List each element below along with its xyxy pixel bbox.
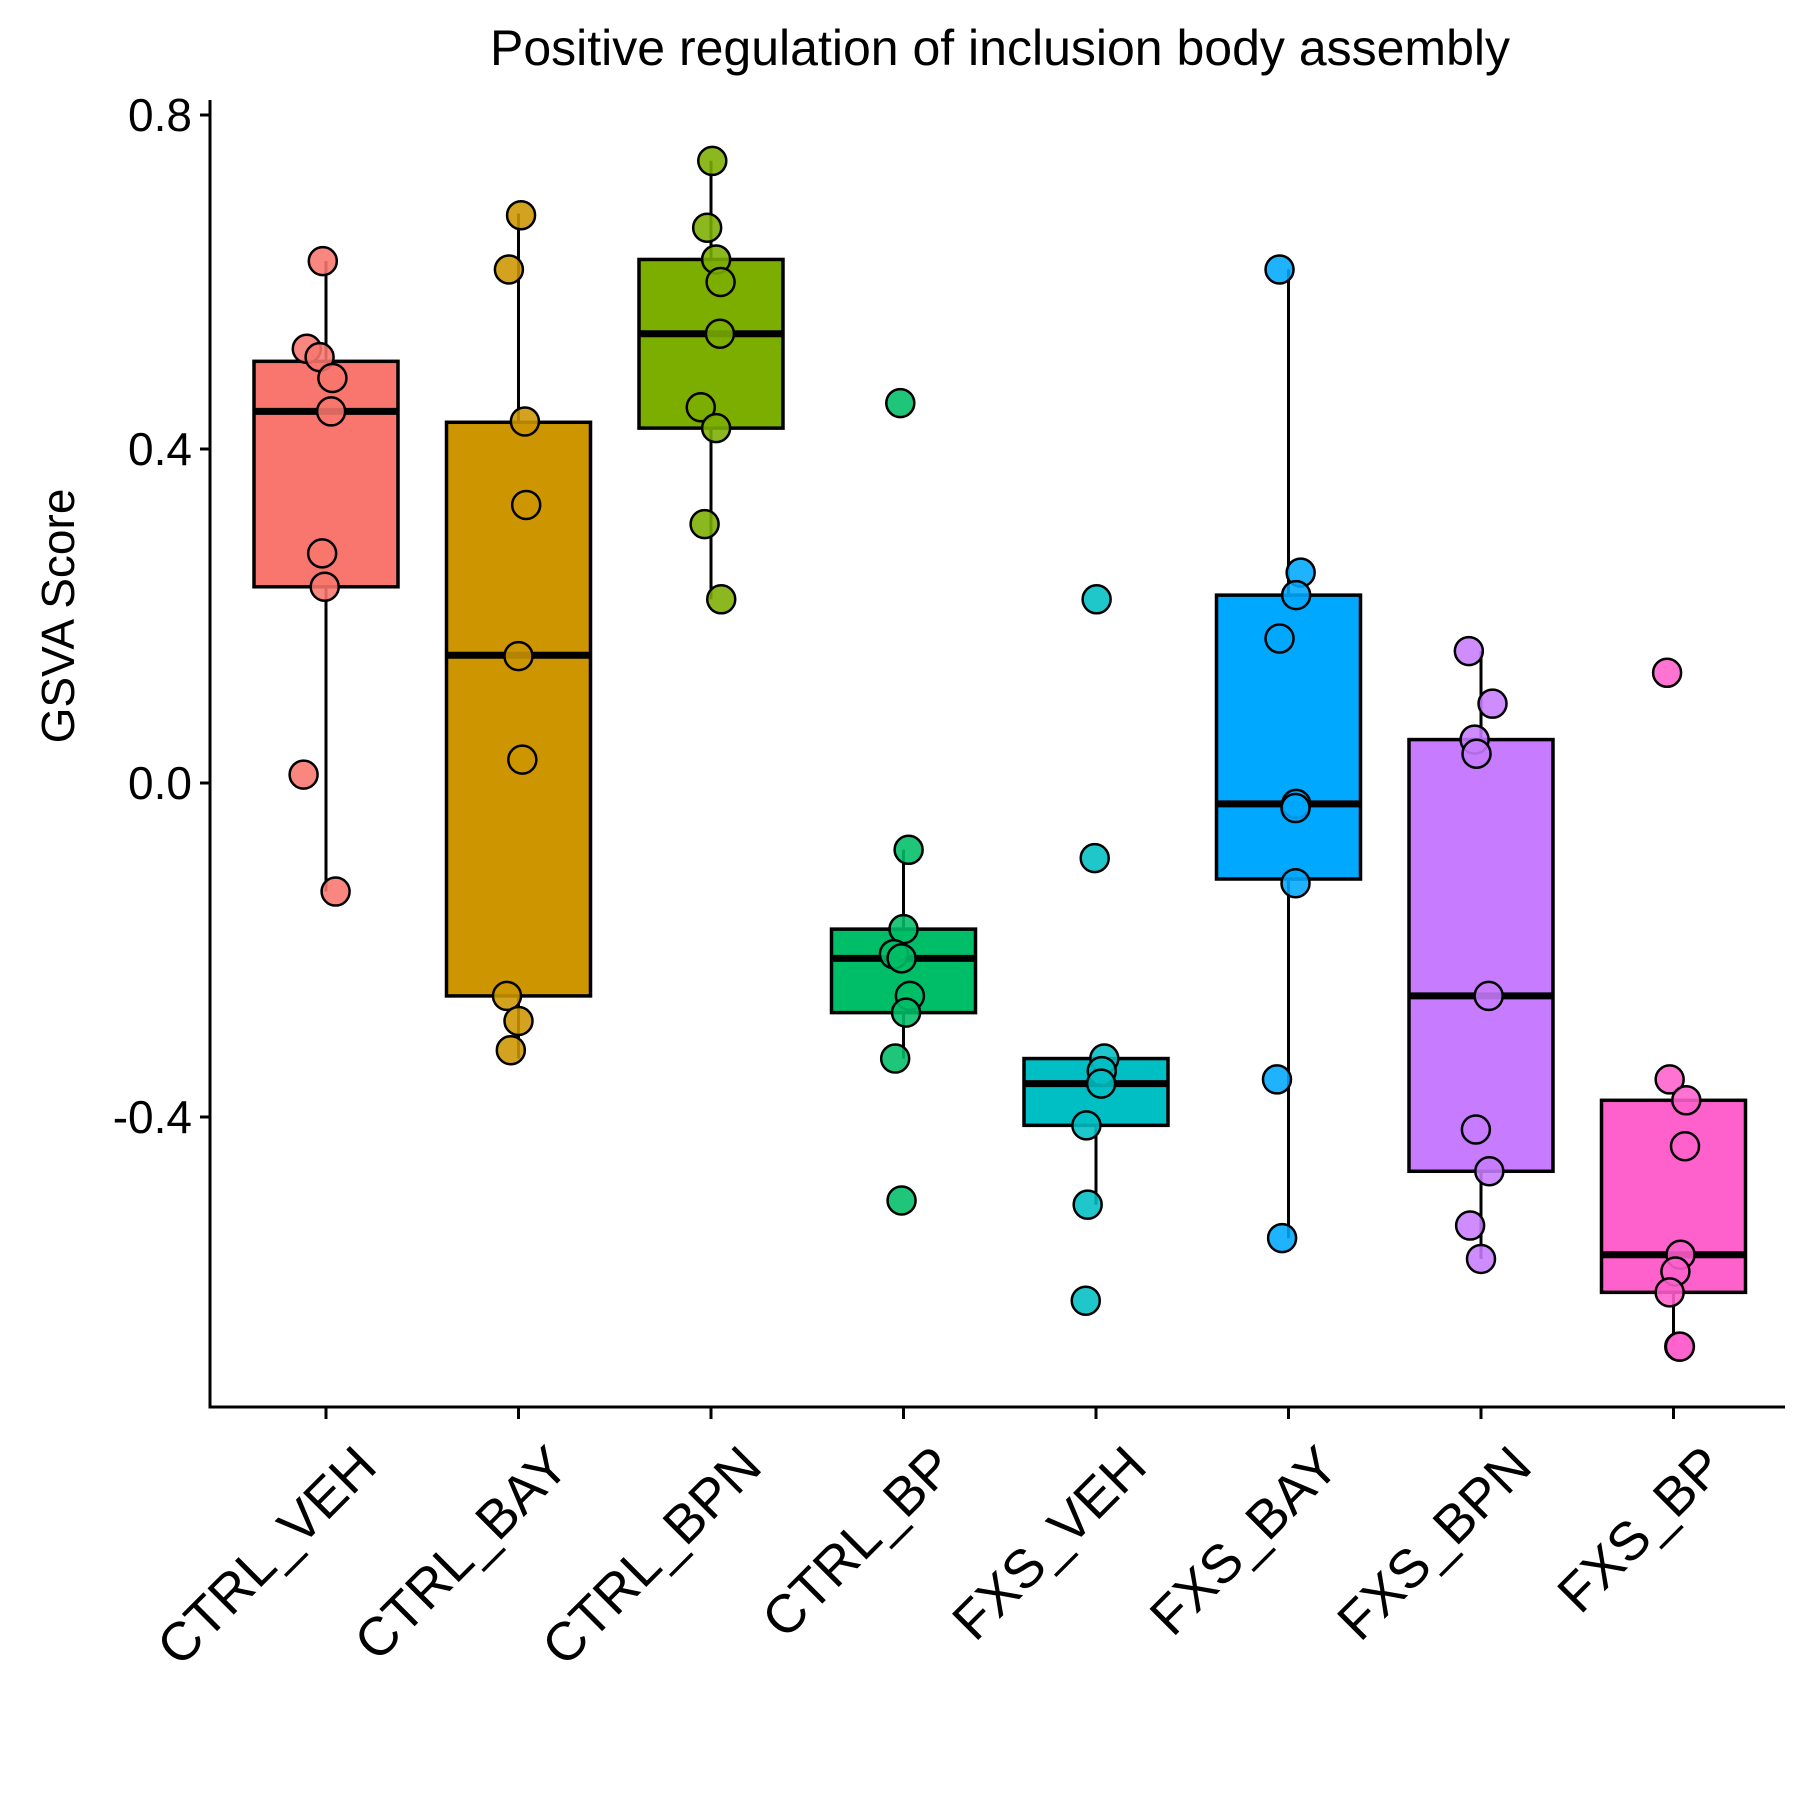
data-point: [691, 212, 723, 243]
data-point: [1465, 1243, 1497, 1275]
data-point: [491, 980, 523, 1012]
data-point: [1664, 1331, 1696, 1362]
box-ctrl-bay: [444, 213, 593, 1059]
data-point: [886, 943, 917, 974]
data-point: [704, 318, 736, 350]
y-axis-label: GSVA Score: [32, 489, 84, 744]
data-point: [697, 145, 728, 177]
data-point: [288, 759, 319, 790]
data-point: [705, 584, 737, 615]
data-point: [503, 640, 534, 672]
data-point: [315, 396, 347, 427]
chart-title: Positive regulation of inclusion body as…: [490, 20, 1510, 76]
data-point: [1266, 1222, 1298, 1254]
data-point: [317, 362, 348, 394]
data-point: [1461, 738, 1492, 770]
y-tick-label: -0.4: [113, 1091, 192, 1143]
data-point: [505, 199, 537, 231]
x-tick-label: FXS_BPN: [1326, 1435, 1542, 1651]
data-point: [1072, 1189, 1103, 1220]
data-point: [309, 571, 340, 603]
data-point: [1264, 623, 1295, 654]
data-point: [1477, 688, 1508, 719]
data-point: [1654, 1064, 1685, 1095]
data-point: [1261, 1064, 1293, 1095]
x-tick-label: FXS_BAY: [1139, 1435, 1351, 1647]
data-point: [1280, 792, 1311, 824]
y-tick-label: 0.0: [128, 757, 192, 809]
data-point: [1460, 1114, 1492, 1145]
y-tick-label: 0.4: [128, 423, 192, 475]
data-point: [685, 392, 717, 423]
data-point: [700, 412, 732, 444]
data-point: [1654, 1277, 1685, 1308]
x-tick-label: CTRL_VEH: [146, 1435, 388, 1677]
data-point: [503, 1005, 534, 1037]
data-point: [306, 538, 338, 569]
data-point: [1071, 1110, 1102, 1141]
data-point: [886, 1185, 917, 1216]
box-fxs-bay: [1214, 269, 1363, 1239]
data-point: [1081, 584, 1112, 615]
data-point: [885, 387, 916, 419]
data-point: [307, 245, 339, 277]
plot-area: 0.80.40.0-0.4CTRL_VEHCTRL_BAYCTRL_BPNCTR…: [113, 89, 1785, 1677]
data-point: [507, 744, 538, 775]
data-point: [1079, 842, 1110, 874]
data-point: [495, 1034, 527, 1066]
data-point: [320, 876, 351, 907]
data-point: [510, 489, 542, 521]
data-point: [1264, 254, 1295, 285]
data-point: [1669, 1130, 1701, 1162]
x-tick-label: CTRL_BP: [751, 1435, 965, 1649]
data-point: [1453, 635, 1485, 667]
data-point: [1671, 1085, 1702, 1116]
data-point: [1651, 657, 1683, 689]
data-point: [1473, 980, 1504, 1012]
y-tick-label: 0.8: [128, 89, 192, 141]
data-point: [879, 1043, 911, 1074]
data-point: [705, 266, 736, 298]
data-point: [893, 834, 924, 866]
data-point: [1085, 1068, 1117, 1099]
data-point: [888, 913, 919, 945]
data-point: [493, 254, 525, 285]
data-point: [890, 997, 922, 1028]
x-tick-label: FXS_BP: [1546, 1435, 1735, 1624]
data-point: [1454, 1210, 1486, 1241]
data-point: [509, 406, 541, 437]
box-fxs-bpn: [1407, 651, 1555, 1259]
data-point: [1280, 579, 1312, 611]
data-point: [689, 508, 720, 540]
data-point: [1474, 1156, 1505, 1187]
x-tick-label: FXS_VEH: [941, 1435, 1157, 1651]
box-body: [1407, 737, 1555, 1174]
data-point: [1280, 867, 1311, 899]
data-point: [1070, 1285, 1102, 1316]
